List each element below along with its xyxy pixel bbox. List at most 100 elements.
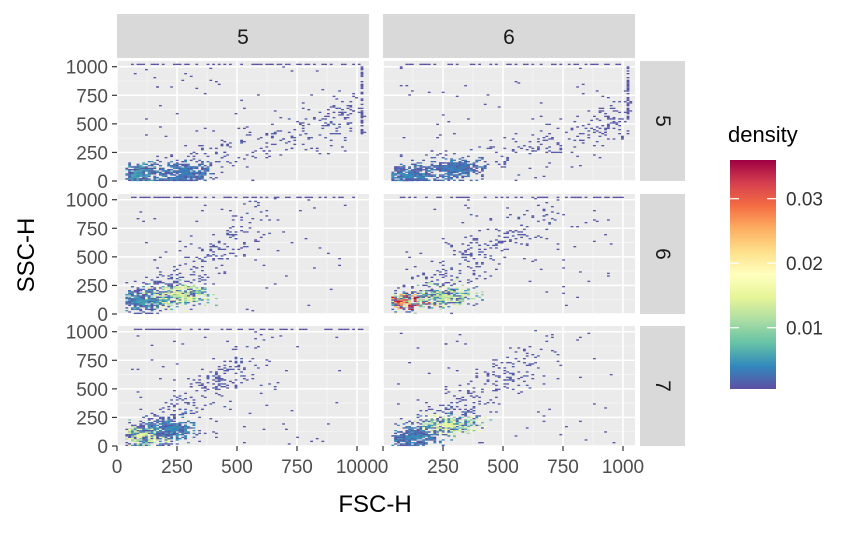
density-cell (184, 428, 187, 431)
density-cell (170, 177, 173, 179)
density-cell (201, 171, 204, 174)
density-cell (184, 438, 187, 440)
density-cell (159, 430, 162, 432)
density-cell (604, 131, 607, 134)
density-cell (497, 242, 501, 244)
density-cell (422, 302, 425, 304)
density-cell (495, 196, 498, 199)
density-cell (441, 177, 445, 179)
density-cell (626, 103, 630, 106)
density-cell (458, 300, 462, 303)
density-cell (234, 346, 238, 348)
density-cell (304, 196, 308, 199)
density-cell (422, 306, 425, 308)
density-cell (248, 131, 252, 134)
density-cell (142, 171, 145, 174)
density-cell (453, 175, 456, 178)
density-cell (626, 105, 630, 107)
density-cell (439, 303, 442, 305)
density-cell (598, 127, 602, 130)
density-cell (268, 150, 271, 152)
density-cell (156, 422, 159, 424)
density-cell (593, 154, 596, 156)
density-cell (164, 438, 168, 440)
density-cell (593, 196, 596, 199)
density-cell (618, 111, 621, 114)
density-cell (481, 294, 484, 296)
density-cell (441, 169, 445, 171)
density-cell (413, 298, 417, 300)
density-cell (436, 196, 439, 199)
density-cell (464, 169, 467, 171)
density-cell (469, 252, 473, 255)
density-cell (495, 244, 498, 247)
density-cell (430, 276, 434, 279)
density-cell (357, 107, 361, 110)
density-cell (159, 436, 162, 439)
density-cell (520, 234, 523, 236)
density-cell (444, 178, 448, 180)
density-cell (243, 368, 246, 371)
density-cell (523, 258, 526, 260)
density-cell (310, 147, 313, 150)
density-cell (458, 298, 462, 300)
density-cell (240, 142, 243, 144)
density-cell (576, 126, 579, 128)
density-cell (461, 294, 465, 296)
density-cell (450, 161, 453, 163)
density-cell (243, 203, 246, 205)
density-cell (461, 243, 465, 245)
density-cell (450, 279, 453, 281)
density-cell (142, 178, 145, 180)
density-cell (301, 125, 305, 127)
density-cell (436, 123, 439, 126)
density-cell (173, 416, 176, 419)
density-cell (231, 165, 235, 167)
density-cell (360, 131, 364, 134)
density-cell (528, 146, 532, 148)
density-cell (425, 282, 428, 284)
density-cell (243, 231, 246, 233)
density-cell (604, 129, 607, 131)
density-cell (153, 167, 157, 170)
density-cell (556, 212, 560, 215)
density-cell (472, 162, 476, 164)
density-cell (201, 279, 204, 281)
density-cell (133, 435, 137, 437)
density-cell (142, 163, 145, 166)
density-cell (467, 118, 470, 120)
density-cell (150, 173, 154, 175)
density-cell (164, 424, 168, 427)
density-cell (173, 420, 176, 423)
density-cell (453, 166, 456, 168)
density-cell (198, 379, 201, 381)
density-cell (131, 435, 134, 437)
density-cell (243, 378, 246, 380)
density-cell (245, 231, 249, 233)
density-cell (394, 304, 397, 307)
density-cell (164, 251, 168, 253)
density-cell (419, 308, 423, 311)
density-cell (559, 63, 563, 66)
density-cell (467, 166, 470, 168)
density-cell (461, 288, 465, 291)
density-cell (156, 267, 159, 269)
density-cell (136, 426, 140, 428)
density-cell (184, 299, 187, 301)
density-cell (467, 175, 470, 178)
density-cell (534, 259, 537, 261)
density-cell (159, 169, 162, 171)
density-cell (318, 196, 322, 199)
density-cell (175, 113, 179, 115)
density-cell (181, 174, 185, 176)
density-cell (195, 178, 199, 180)
density-cell (125, 310, 129, 312)
density-cell (170, 291, 173, 293)
density-cell (181, 426, 185, 428)
density-cell (313, 118, 316, 120)
density-cell (175, 166, 179, 168)
density-cell (545, 166, 549, 168)
density-cell (268, 232, 271, 235)
density-cell (142, 296, 145, 299)
